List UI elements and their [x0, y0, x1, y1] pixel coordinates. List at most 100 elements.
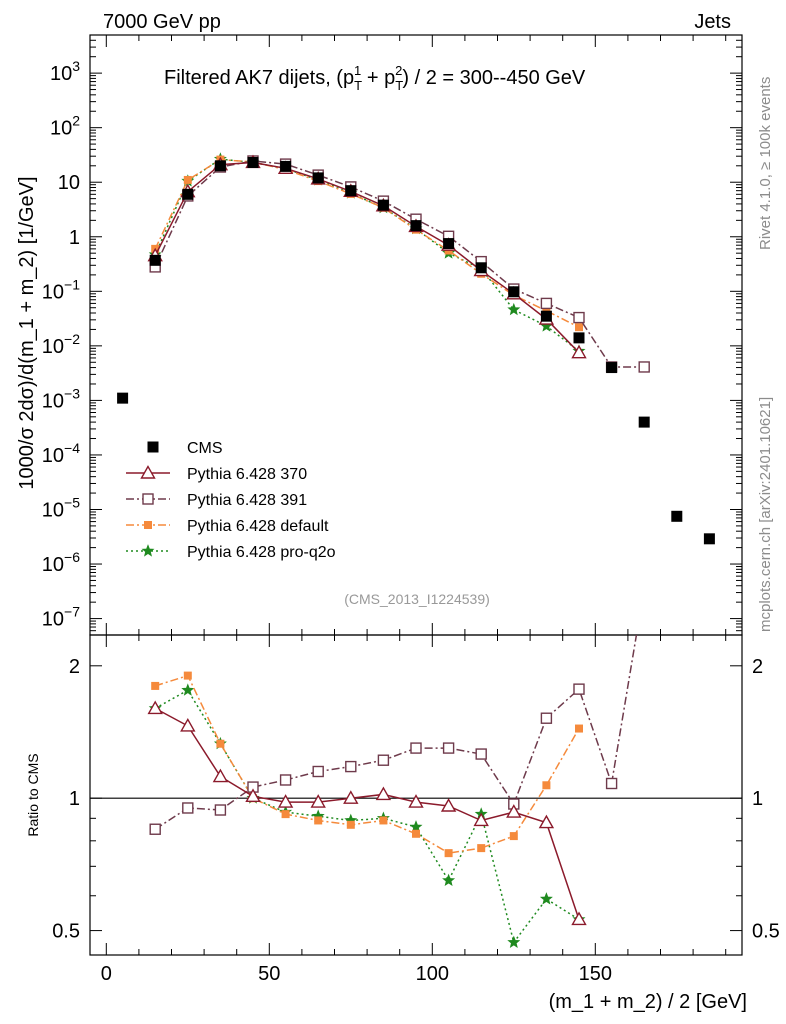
legend-marker: [141, 544, 155, 557]
ratio-plot-frame: [89, 634, 743, 956]
ratio-point: [310, 794, 326, 808]
ratio-series-pythia-6-428-391: [149, 635, 638, 835]
legend-label: Pythia 6.428 391: [187, 492, 307, 509]
ratio-point: [314, 816, 323, 825]
ratio-point: [180, 717, 196, 732]
ratio-point: [216, 739, 225, 748]
ratio-point: [151, 681, 160, 690]
ratio-point: [539, 892, 553, 905]
ratio-point: [477, 844, 486, 853]
main-series-line: [154, 158, 580, 328]
legend-marker: [144, 521, 152, 529]
y-tick-label: 103: [50, 58, 80, 85]
x-tick-label: 100: [416, 963, 449, 985]
main-point: [573, 311, 585, 324]
y-tick-label: 102: [50, 113, 80, 140]
main-point: [573, 332, 585, 344]
main-point: [540, 297, 553, 310]
legend-label: Pythia 6.428 370: [187, 466, 307, 483]
ratio-point: [346, 820, 355, 829]
legend-entry: Pythia 6.428 pro-q2o: [126, 544, 336, 561]
ratio-series-pythia-6-428-default: [151, 671, 583, 858]
ratio-point: [149, 823, 161, 835]
legend-marker: [140, 465, 156, 479]
ratio-point: [182, 802, 194, 814]
ratio-point: [343, 790, 359, 804]
ratio-y-tick-label: 0.5: [52, 921, 80, 943]
ratio-point: [440, 798, 457, 812]
ratio-point: [279, 774, 292, 786]
x-tick-label: 0: [101, 963, 112, 985]
ratio-point: [442, 873, 456, 886]
ratio-point: [212, 768, 229, 783]
main-point: [183, 175, 192, 184]
ratio-point: [409, 820, 423, 833]
main-point: [540, 310, 552, 322]
ratio-point: [575, 724, 583, 733]
y-tick-label: 10−3: [42, 385, 80, 412]
ratio-point: [538, 814, 555, 829]
ratio-series-line: [154, 635, 638, 830]
y-tick-label: 10: [58, 172, 80, 194]
main-point: [571, 344, 587, 359]
ratio-point: [507, 935, 521, 948]
main-series-line: [154, 161, 580, 354]
ratio-y-tick-label-right: 1: [752, 788, 763, 810]
ratio-point: [410, 742, 422, 754]
x-tick-label: 50: [258, 963, 280, 985]
ratio-point: [509, 832, 518, 841]
ratio-point: [281, 810, 290, 819]
ratio-series-line: [154, 674, 580, 854]
legend-marker: [142, 493, 154, 505]
ratio-series-line: [154, 689, 580, 945]
ratio-point: [345, 760, 357, 773]
main-point: [182, 188, 194, 200]
ratio-y-tick-label: 2: [69, 656, 80, 678]
ratio-point: [412, 829, 420, 838]
main-series-pythia-6-428-default: [151, 155, 583, 332]
ratio-point: [183, 671, 192, 680]
ratio-point: [573, 683, 585, 695]
main-point: [377, 199, 389, 211]
main-point: [280, 160, 292, 172]
main-series-cms: [117, 156, 715, 545]
ratio-point: [377, 754, 390, 766]
ratio-point: [605, 777, 618, 790]
ratio-point: [442, 742, 455, 754]
ratio-point: [571, 911, 587, 926]
mcplots-label: mcplots.cern.ch [arXiv:2401.10621]: [757, 397, 774, 632]
ratio-point: [375, 786, 392, 801]
legend-entry: Pythia 6.428 default: [126, 518, 329, 535]
ratio-series-pythia-6-428-370: [147, 700, 587, 926]
main-point: [117, 392, 129, 404]
legend-label: CMS: [187, 440, 223, 457]
main-point: [671, 510, 683, 522]
legend-marker: [147, 441, 159, 453]
main-point: [345, 185, 357, 197]
ratio-point: [379, 816, 388, 825]
main-series-line: [154, 158, 580, 352]
ratio-point: [473, 812, 489, 827]
legend-label: Pythia 6.428 pro-q2o: [187, 544, 336, 561]
header-right: Jets: [694, 11, 731, 33]
ratio-y-axis-label: Ratio to CMS: [25, 753, 41, 836]
main-point: [703, 533, 715, 545]
x-axis-label: (m_1 + m_2) / 2 [GeV]: [549, 991, 747, 1013]
y-tick-label: 10−5: [42, 494, 80, 521]
main-point: [443, 238, 455, 250]
ratio-point: [214, 804, 227, 816]
main-y-axis-label: 1000/σ 2dσ)/d(m_1 + m_2) [1/GeV]: [16, 176, 38, 489]
y-tick-label: 10−1: [42, 276, 80, 303]
ratio-point: [312, 765, 324, 778]
ratio-point: [475, 748, 487, 760]
ratio-point: [444, 849, 453, 858]
ratio-point: [277, 794, 294, 808]
ratio-point: [542, 781, 551, 790]
rivet-label: Rivet 4.1.0, ≥ 100k events: [757, 77, 774, 250]
ratio-point: [245, 788, 261, 802]
main-series-line: [154, 160, 645, 368]
main-point: [508, 286, 520, 298]
y-tick-label: 10−7: [42, 604, 80, 631]
main-point: [312, 172, 324, 184]
